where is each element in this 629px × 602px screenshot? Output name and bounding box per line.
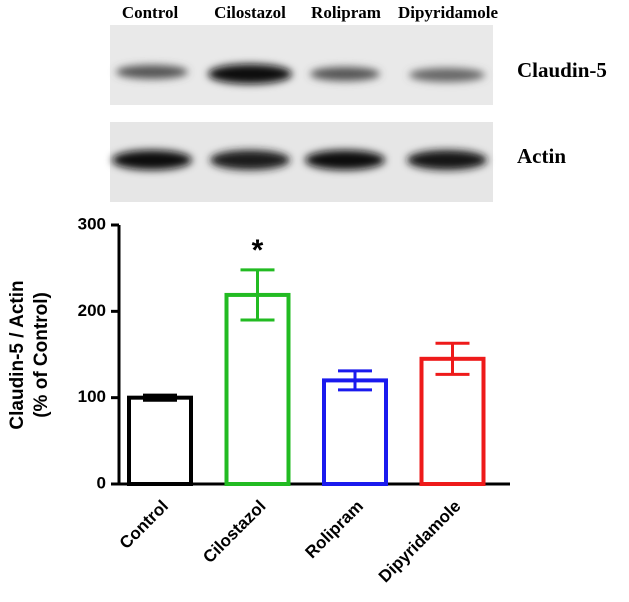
- y-tick-label: 0: [97, 473, 106, 492]
- lane-label: Control: [122, 3, 179, 22]
- bar: [322, 378, 388, 486]
- bar: [224, 292, 291, 486]
- bar-chart: Claudin-5 / Actin (% of Control) 0 100 200…: [7, 214, 510, 586]
- band: [310, 67, 380, 81]
- lane-label: Cilostazol: [214, 3, 286, 22]
- error-bar: [435, 341, 470, 376]
- y-axis-label: Claudin-5 / Actin: [7, 280, 28, 429]
- y-tick-label: 300: [78, 214, 106, 233]
- band: [210, 150, 290, 170]
- blot-panel: [110, 25, 493, 105]
- bands: [112, 64, 487, 170]
- x-tick-label: Control: [116, 497, 172, 553]
- x-tick-label: Cilostazol: [199, 497, 269, 567]
- lane-label: Rolipram: [311, 3, 381, 22]
- lane-label: Dipyridamole: [398, 3, 499, 22]
- x-tick-label: Rolipram: [301, 497, 367, 563]
- bar: [419, 356, 486, 487]
- x-tick-label: Dipyridamole: [375, 497, 465, 587]
- error-bar: [338, 369, 372, 392]
- blot: Control Cilostazol Rolipram Dipyridamole…: [110, 3, 607, 202]
- band: [208, 64, 292, 84]
- band: [116, 65, 188, 79]
- band-label: Actin: [517, 144, 566, 168]
- y-tick-label: 100: [78, 387, 106, 406]
- band: [407, 150, 487, 170]
- bar: [127, 395, 193, 486]
- band: [305, 150, 385, 170]
- y-axis-label: (% of Control): [31, 292, 52, 418]
- band: [409, 68, 485, 82]
- error-bar: [143, 393, 177, 402]
- annotation: *: [252, 234, 264, 267]
- error-bar: [240, 268, 275, 322]
- band-label: Claudin-5: [517, 58, 607, 82]
- band: [112, 150, 192, 170]
- y-tick-label: 200: [78, 301, 106, 320]
